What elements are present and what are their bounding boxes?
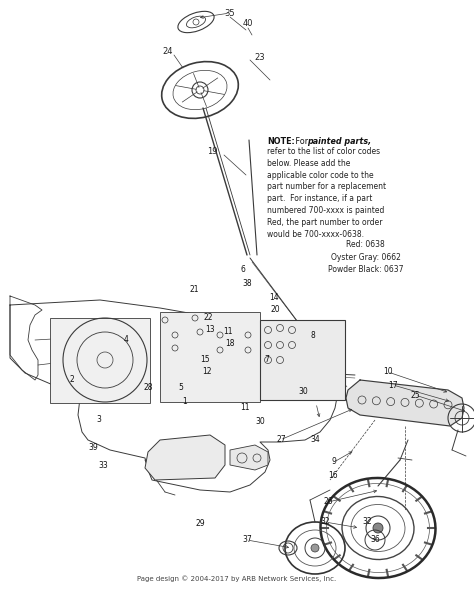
Text: 17: 17 (388, 381, 398, 390)
Text: 15: 15 (200, 355, 210, 365)
Bar (50, 318, 150, 403)
Text: 7: 7 (264, 355, 269, 365)
Text: Red: 0638
Oyster Gray: 0662
Powder Black: 0637: Red: 0638 Oyster Gray: 0662 Powder Black… (328, 240, 403, 274)
Text: 37: 37 (242, 536, 252, 545)
Circle shape (373, 523, 383, 533)
Text: NOTE:: NOTE: (267, 137, 295, 146)
Text: 24: 24 (163, 48, 173, 56)
Text: 36: 36 (370, 536, 380, 545)
Text: Page design © 2004-2017 by ARB Network Services, Inc.: Page design © 2004-2017 by ARB Network S… (137, 576, 337, 582)
Text: 9: 9 (331, 457, 337, 466)
Text: 35: 35 (225, 8, 235, 17)
Text: 13: 13 (205, 326, 215, 334)
Text: 1: 1 (182, 397, 187, 406)
Text: 2: 2 (70, 375, 74, 384)
Text: 11: 11 (240, 403, 250, 412)
Text: 40: 40 (243, 18, 253, 27)
Text: 38: 38 (242, 279, 252, 287)
Text: 22: 22 (203, 314, 213, 323)
Text: 29: 29 (195, 520, 205, 529)
Text: painted parts,: painted parts, (307, 137, 371, 146)
Text: 11: 11 (223, 327, 233, 336)
Bar (260, 320, 345, 400)
Text: 10: 10 (383, 368, 393, 377)
Text: 26: 26 (323, 498, 333, 507)
Text: For: For (293, 137, 310, 146)
Text: 32: 32 (362, 517, 372, 526)
Text: 30: 30 (298, 387, 308, 397)
Text: 20: 20 (270, 305, 280, 314)
Text: 14: 14 (269, 293, 279, 302)
Text: 27: 27 (276, 435, 286, 444)
Text: 12: 12 (202, 368, 212, 377)
Text: 5: 5 (179, 384, 183, 393)
Text: 21: 21 (189, 286, 199, 295)
Text: 39: 39 (88, 444, 98, 453)
Text: 18: 18 (225, 340, 235, 349)
Text: 6: 6 (241, 266, 246, 274)
Text: 28: 28 (143, 384, 153, 393)
Circle shape (311, 544, 319, 552)
Text: 8: 8 (310, 330, 315, 340)
Text: 32: 32 (320, 517, 330, 526)
Text: 4: 4 (124, 336, 128, 345)
Text: 19: 19 (207, 147, 217, 156)
Text: 34: 34 (310, 435, 320, 444)
Polygon shape (346, 380, 464, 426)
Text: 23: 23 (255, 52, 265, 62)
Text: 3: 3 (97, 415, 101, 425)
Text: 25: 25 (410, 390, 420, 400)
Polygon shape (230, 445, 268, 470)
Text: refer to the list of color codes
below. Please add the
applicable color code to : refer to the list of color codes below. … (267, 147, 386, 239)
Bar (160, 312, 260, 402)
Text: 30: 30 (255, 418, 265, 426)
Text: 16: 16 (328, 472, 338, 481)
Polygon shape (145, 435, 225, 480)
Text: 33: 33 (98, 460, 108, 469)
